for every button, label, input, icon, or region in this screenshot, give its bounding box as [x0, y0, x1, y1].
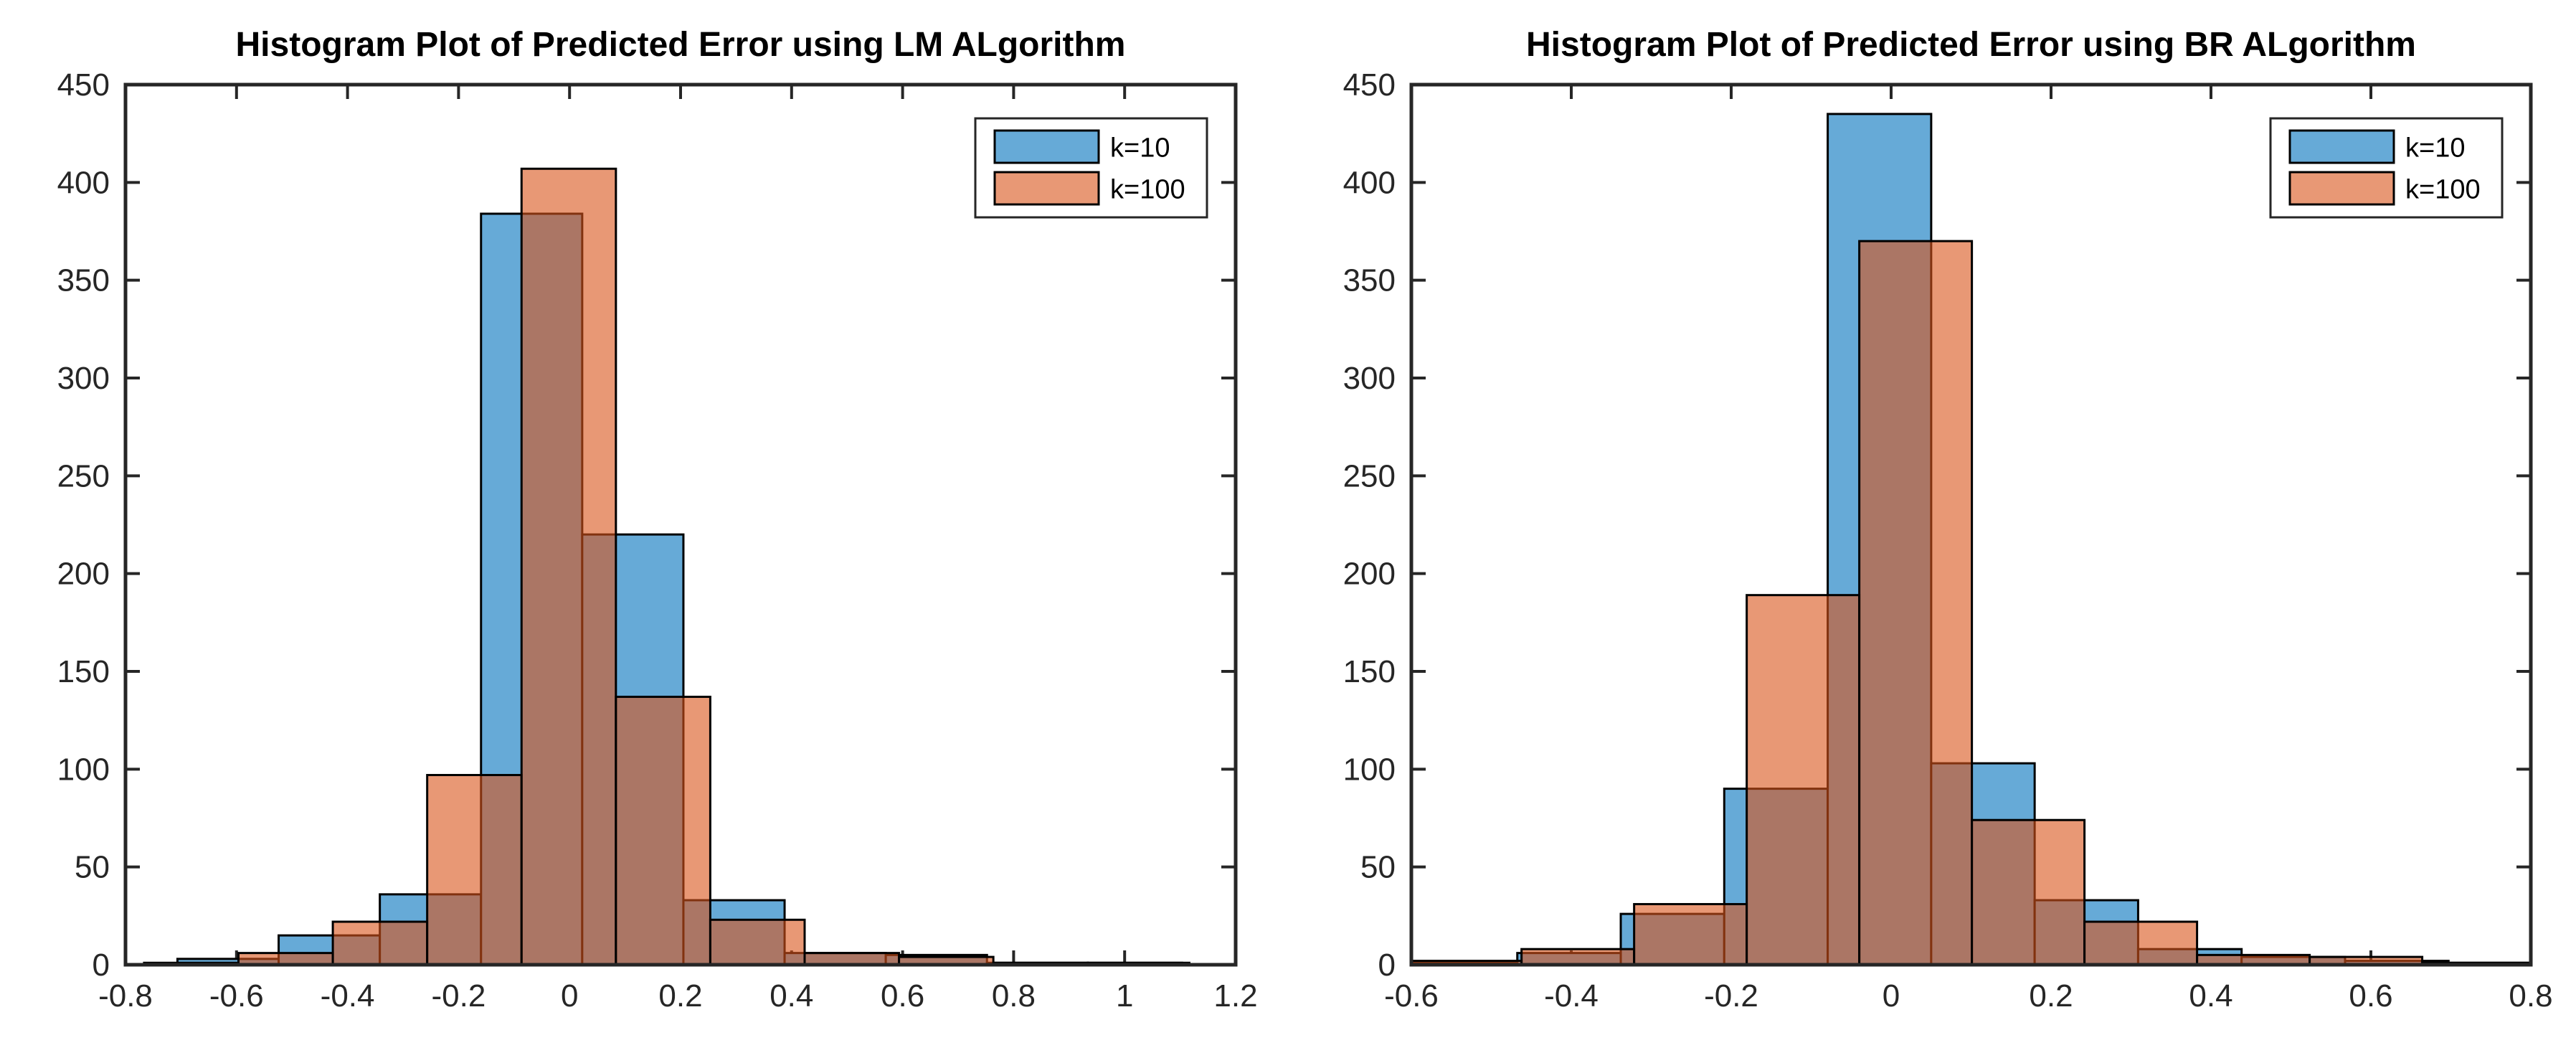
- chart-br: -0.6 -0.4 -0.2 0 0.2 0.4 0.6 0.8 0 50 100 150 200 250…: [1343, 26, 2553, 1014]
- y-tick-label: 400: [1343, 165, 1396, 200]
- histogram-bar: [2083, 920, 2199, 966]
- x-tick-label: 0.8: [2509, 978, 2552, 1014]
- chart-title: Histogram Plot of Predicted Error using …: [1526, 26, 2416, 64]
- y-tick-label: 250: [1343, 458, 1396, 493]
- histogram-bar: [426, 774, 523, 966]
- histogram-bar: [709, 918, 806, 966]
- x-tick-label: -0.4: [1544, 978, 1599, 1014]
- chart-title: Histogram Plot of Predicted Error using …: [236, 26, 1126, 64]
- x-tick-label: -0.4: [321, 978, 375, 1014]
- x-tick-label: 1.2: [1213, 978, 1257, 1014]
- legend-swatch-k-10: [2288, 129, 2395, 164]
- legend-label: k=100: [2405, 175, 2481, 205]
- x-tick-label: -0.2: [431, 978, 486, 1014]
- chart-lm: -0.8 -0.6 -0.4 -0.2 0 0.2 0.4 0.6 0.8 1 1.2 0 50 100 1…: [57, 26, 1258, 1014]
- histogram-bar: [1971, 818, 2086, 966]
- x-tick-label: -0.6: [1384, 978, 1439, 1014]
- y-tick-label: 300: [1343, 361, 1396, 396]
- y-tick-label: 150: [1343, 654, 1396, 689]
- legend-label: k=100: [1110, 175, 1185, 205]
- x-tick-label: 1: [1116, 978, 1133, 1014]
- legend: k=10 k=100: [974, 117, 1208, 219]
- x-tick-label: 0.8: [992, 978, 1036, 1014]
- y-tick-label: 150: [57, 654, 110, 689]
- x-tick-label: 0.2: [658, 978, 702, 1014]
- y-tick-label: 100: [57, 752, 110, 787]
- y-tick-label: 350: [57, 263, 110, 298]
- y-tick-label: 300: [57, 361, 110, 396]
- tick-labels: -0.6 -0.4 -0.2 0 0.2 0.4 0.6 0.8 0 50 100 150 200 250…: [1343, 67, 2553, 1014]
- legend-label: k=10: [1110, 133, 1170, 164]
- tick-labels: -0.8 -0.6 -0.4 -0.2 0 0.2 0.4 0.6 0.8 1 1.2 0 50 100 1…: [57, 67, 1258, 1014]
- histogram-bar: [331, 920, 429, 966]
- x-tick-label: 0.6: [2349, 978, 2392, 1014]
- series-k-100: [143, 167, 1183, 966]
- axes-box: [1409, 82, 2533, 967]
- y-tick-label: 250: [57, 458, 110, 493]
- histogram-bar: [1858, 240, 1974, 966]
- axes-box: [123, 82, 1238, 967]
- x-tick-label: 0.2: [2029, 978, 2073, 1014]
- legend-label: k=10: [2405, 133, 2465, 164]
- y-tick-label: 0: [1378, 948, 1396, 983]
- histogram-bar: [1520, 948, 1636, 966]
- legend-swatch-k-10: [993, 129, 1100, 164]
- x-tick-label: 0.4: [2189, 978, 2232, 1014]
- x-tick-label: -0.8: [98, 978, 153, 1014]
- histogram-bar: [1633, 902, 1748, 966]
- x-tick-label: 0: [561, 978, 578, 1014]
- y-tick-label: 50: [1360, 850, 1396, 885]
- y-tick-label: 400: [57, 165, 110, 200]
- x-tick-label: 0.6: [881, 978, 924, 1014]
- legend-swatch-k-100: [2288, 171, 2395, 206]
- histogram-bar: [615, 695, 711, 966]
- x-tick-label: -0.2: [1704, 978, 1758, 1014]
- x-tick-label: 0: [1883, 978, 1900, 1014]
- y-tick-label: 200: [57, 557, 110, 592]
- x-tick-label: -0.6: [209, 978, 264, 1014]
- y-tick-label: 100: [1343, 752, 1396, 787]
- y-tick-label: 450: [1343, 67, 1396, 103]
- legend: k=10 k=100: [2269, 117, 2504, 219]
- legend-swatch-k-100: [993, 171, 1100, 206]
- histogram-bar: [1746, 594, 1861, 966]
- y-tick-label: 50: [75, 850, 110, 885]
- y-tick-label: 350: [1343, 263, 1396, 298]
- x-tick-label: 0.4: [770, 978, 813, 1014]
- histogram-bar: [520, 167, 617, 966]
- y-tick-label: 200: [1343, 557, 1396, 592]
- y-tick-label: 450: [57, 67, 110, 103]
- y-tick-label: 0: [93, 948, 110, 983]
- series-k-100: [1410, 240, 2532, 966]
